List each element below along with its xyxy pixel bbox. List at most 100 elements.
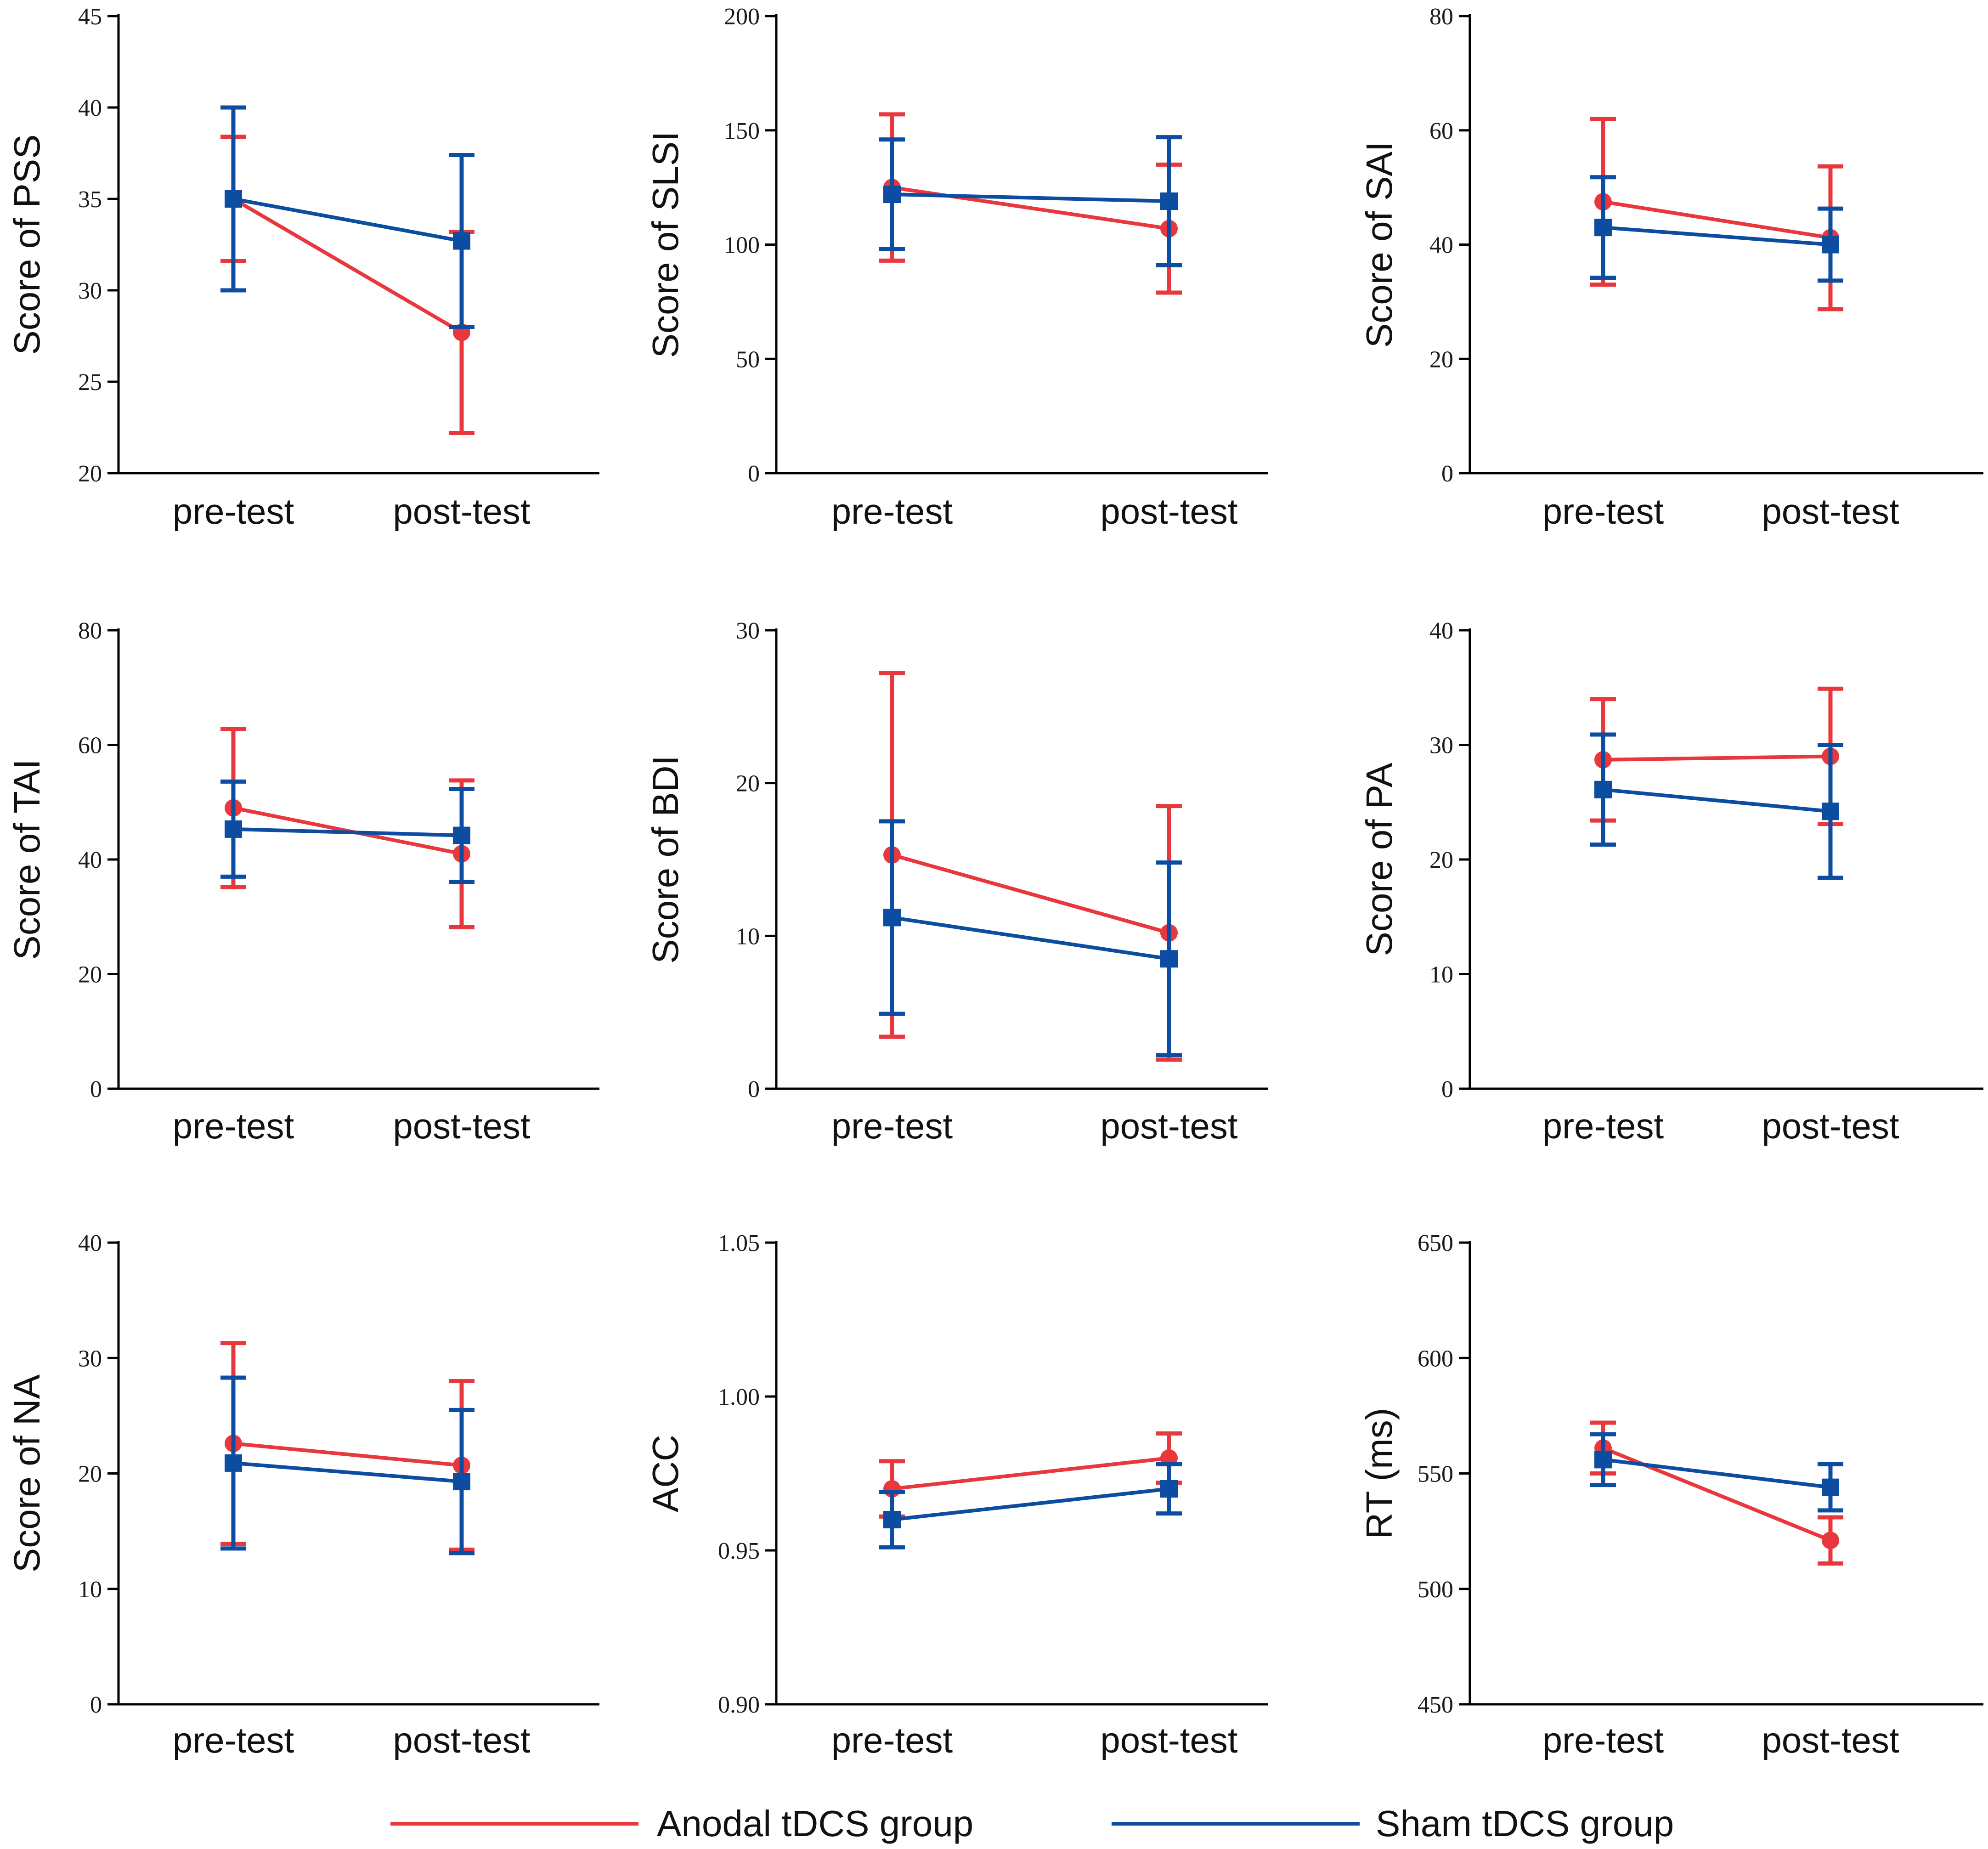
series-anodal	[879, 112, 1182, 295]
series-line	[892, 1456, 1169, 1491]
series-anodal	[220, 135, 474, 435]
y-tick-label: 450	[1418, 1692, 1453, 1718]
y-tick-label: 60	[78, 733, 102, 759]
legend-label-anodal: Anodal tDCS group	[657, 1803, 973, 1844]
chart-panel-4: 0 20 40 60 80 Score of TAI pre-test post-test	[6, 618, 599, 1146]
panels: 20 25 30 35 40 45 Score of PSS pre-test post-tes…	[6, 4, 1983, 1760]
series-anodal	[220, 727, 474, 929]
y-tick-label: 40	[78, 95, 102, 121]
series-sham	[1590, 732, 1843, 880]
data-point-sham	[225, 190, 242, 208]
series-line	[1603, 787, 1831, 814]
data-point-sham	[1822, 803, 1839, 820]
series-line	[233, 1461, 462, 1484]
legend-item-sham: Sham tDCS group	[1112, 1803, 1674, 1844]
data-point-sham	[1160, 192, 1178, 210]
series-anodal	[1590, 686, 1843, 826]
x-category-label: post-test	[393, 1106, 530, 1146]
y-axis-title: RT (ms)	[1359, 1408, 1400, 1539]
y-tick-label: 200	[724, 4, 760, 30]
y-tick-label: 20	[1429, 346, 1453, 373]
y-axis-title: Score of PSS	[6, 134, 47, 355]
data-point-sham	[883, 909, 901, 927]
y-axis-title: Score of SAI	[1359, 141, 1400, 348]
series-anodal	[879, 671, 1182, 1062]
chart-panel-2: 0 50 100 150 200 Score of SLSI pre-test post-te…	[645, 4, 1268, 532]
data-point-sham	[1160, 1480, 1178, 1498]
y-axis-title: Score of TAI	[6, 759, 47, 960]
x-category-label: pre-test	[1542, 491, 1664, 532]
y-tick-label: 40	[1429, 232, 1453, 259]
series-sham	[1590, 1432, 1843, 1513]
series-line	[233, 197, 462, 243]
data-point-sham	[225, 1454, 242, 1472]
series-line	[233, 827, 462, 837]
data-point-sham	[1594, 219, 1612, 237]
series-line	[1603, 1458, 1831, 1489]
x-category-label: pre-test	[173, 1106, 294, 1146]
series-line	[1603, 226, 1831, 247]
y-tick-label: 40	[78, 847, 102, 873]
y-axis-title: Score of SLSI	[645, 131, 686, 358]
y-tick-label: 35	[78, 187, 102, 213]
y-tick-label: 150	[724, 118, 760, 144]
y-tick-label: 0.95	[718, 1538, 760, 1564]
y-tick-label: 30	[78, 1346, 102, 1372]
data-point-sham	[453, 232, 470, 250]
x-category-label: pre-test	[831, 491, 953, 532]
data-point-sham	[453, 826, 470, 844]
y-tick-label: 25	[78, 369, 102, 396]
x-category-label: pre-test	[1542, 1720, 1664, 1760]
series-line	[892, 1487, 1169, 1521]
data-point-sham	[453, 1473, 470, 1491]
series-sham	[220, 1375, 474, 1555]
y-axis-title: Score of NA	[6, 1374, 47, 1572]
x-category-label: pre-test	[173, 491, 294, 532]
x-category-label: post-test	[1762, 491, 1899, 532]
chart-panel-1: 20 25 30 35 40 45 Score of PSS pre-test post-tes…	[6, 4, 599, 532]
y-tick-label: 30	[736, 618, 760, 644]
y-tick-label: 45	[78, 4, 102, 30]
series-sham	[879, 135, 1182, 267]
y-axis-title: ACC	[645, 1435, 686, 1512]
y-tick-label: 40	[78, 1230, 102, 1256]
y-tick-label: 0.90	[718, 1692, 760, 1718]
x-category-label: post-test	[1100, 1720, 1237, 1760]
series-line	[233, 1442, 462, 1467]
x-category-label: post-test	[1100, 491, 1237, 532]
series-line	[1603, 200, 1831, 240]
x-category-label: post-test	[1100, 1106, 1237, 1146]
y-tick-label: 20	[1429, 847, 1453, 873]
y-tick-label: 650	[1418, 1230, 1453, 1256]
data-point-sham	[883, 1511, 901, 1528]
y-tick-label: 30	[78, 278, 102, 304]
series-line	[892, 192, 1169, 203]
data-point-sham	[1594, 1451, 1612, 1469]
data-point-sham	[225, 820, 242, 838]
series-sham	[220, 779, 474, 884]
x-category-label: pre-test	[173, 1720, 294, 1760]
y-tick-label: 10	[78, 1577, 102, 1603]
y-tick-label: 10	[1429, 962, 1453, 988]
y-tick-label: 550	[1418, 1461, 1453, 1487]
y-tick-label: 1.00	[718, 1384, 760, 1410]
data-point-sham	[1822, 1478, 1839, 1496]
series-sham	[879, 1462, 1182, 1549]
y-tick-label: 20	[78, 962, 102, 988]
y-tick-label: 0	[90, 1692, 102, 1718]
y-tick-label: 80	[78, 618, 102, 644]
y-tick-label: 0	[748, 461, 760, 487]
legend-item-anodal: Anodal tDCS group	[390, 1803, 973, 1844]
y-tick-label: 500	[1418, 1577, 1453, 1603]
series-sham	[879, 819, 1182, 1057]
y-tick-label: 50	[736, 346, 760, 373]
x-category-label: pre-test	[831, 1720, 953, 1760]
data-point-sham	[1822, 236, 1839, 254]
series-sham	[220, 105, 474, 329]
x-category-label: post-test	[393, 1720, 530, 1760]
x-category-label: post-test	[1762, 1106, 1899, 1146]
chart-panel-6: 0 10 20 30 40 Score of PA pre-test post-test	[1359, 618, 1983, 1146]
y-tick-label: 40	[1429, 618, 1453, 644]
data-point-anodal	[1822, 1532, 1839, 1549]
